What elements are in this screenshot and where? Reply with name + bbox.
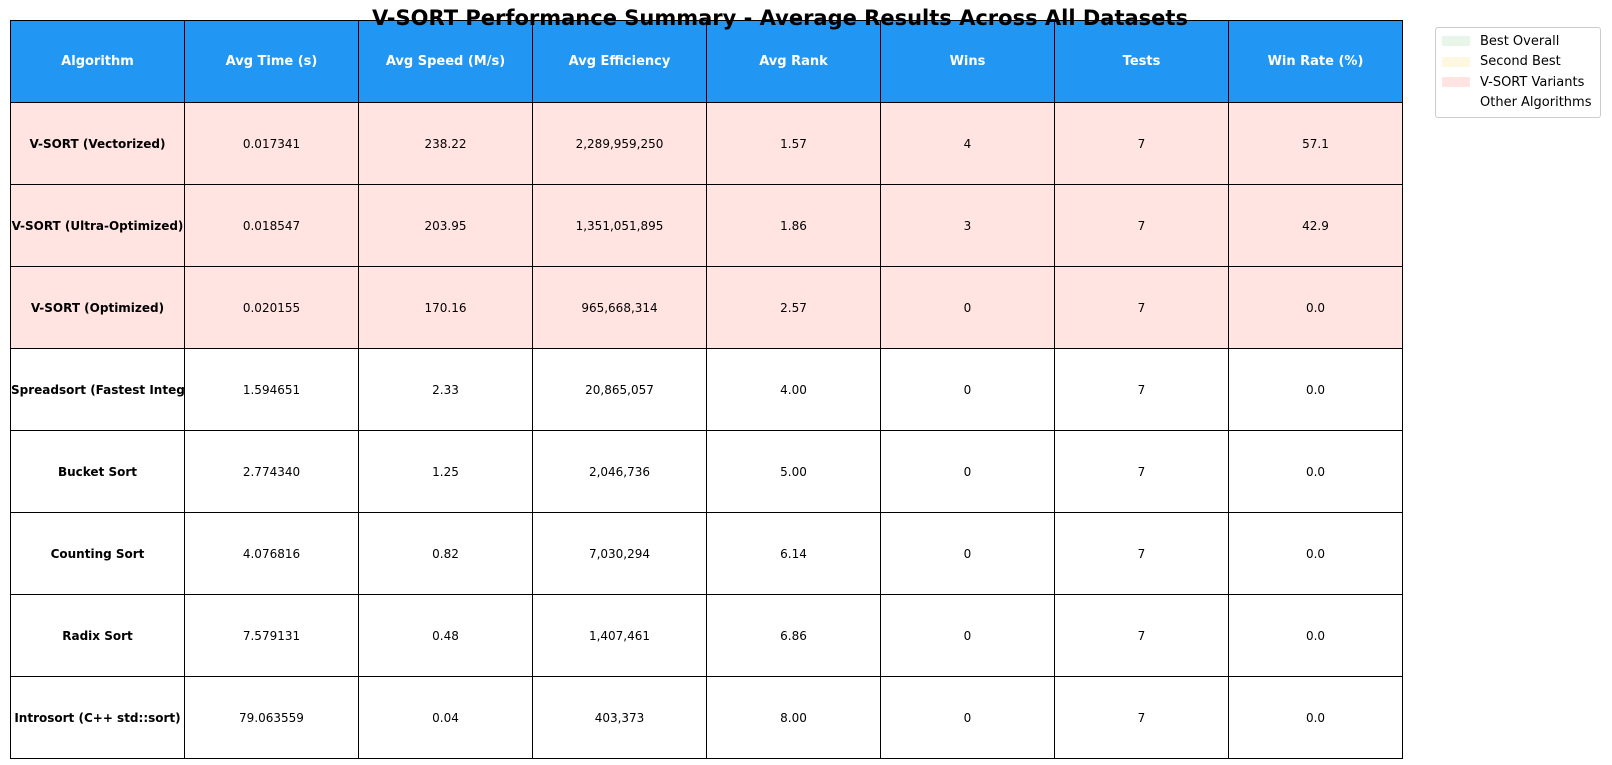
table-cell: 4: [880, 102, 1055, 185]
table-cell: 0.48: [358, 594, 533, 677]
table-cell: 2.33: [358, 348, 533, 431]
table-row: Spreadsort (Fastest Intege 1.594651 2.33 20…: [10, 348, 1403, 431]
table-row: Counting Sort 4.076816 0.82 7,030,294 6.14 0 7…: [10, 512, 1403, 595]
legend-label: V-SORT Variants: [1480, 74, 1585, 90]
legend: Best Overall Second Best V-SORT Variants Ot…: [1435, 27, 1601, 118]
chart-title: V-SORT Performance Summary - Average Res…: [372, 6, 1188, 30]
table-cell: 4.00: [706, 348, 881, 431]
table-cell: 79.063559: [184, 676, 359, 759]
table-cell: 203.95: [358, 184, 533, 267]
algorithm-name-cell: Bucket Sort: [10, 430, 185, 513]
algorithm-name-cell: V-SORT (Ultra-Optimized): [10, 184, 185, 267]
legend-swatch: [1442, 97, 1470, 108]
table-cell: 7: [1054, 676, 1229, 759]
table-cell: 0.0: [1228, 676, 1403, 759]
legend-swatch: [1442, 77, 1470, 88]
table-cell: 20,865,057: [532, 348, 707, 431]
table-cell: 1.25: [358, 430, 533, 513]
table-row: Bucket Sort 2.774340 1.25 2,046,736 5.00 0 7 0.…: [10, 430, 1403, 513]
column-header: Algorithm: [10, 20, 185, 103]
table-cell: 7: [1054, 102, 1229, 185]
table-cell: 0.0: [1228, 348, 1403, 431]
table-row: V-SORT (Ultra-Optimized) 0.018547 203.95 1,…: [10, 184, 1403, 267]
table-cell: 4.076816: [184, 512, 359, 595]
table-cell: 0.017341: [184, 102, 359, 185]
table-cell: 1.86: [706, 184, 881, 267]
table-cell: 0.0: [1228, 266, 1403, 349]
legend-item: V-SORT Variants: [1436, 72, 1600, 93]
table-cell: 2,289,959,250: [532, 102, 707, 185]
table-row: V-SORT (Optimized) 0.020155 170.16 965,668,…: [10, 266, 1403, 349]
table-cell: 7: [1054, 594, 1229, 677]
table-cell: 7: [1054, 430, 1229, 513]
table-cell: 238.22: [358, 102, 533, 185]
table-cell: 0.0: [1228, 594, 1403, 677]
table-cell: 0.04: [358, 676, 533, 759]
table-cell: 6.14: [706, 512, 881, 595]
legend-label: Second Best: [1480, 54, 1561, 70]
table-cell: 1,351,051,895: [532, 184, 707, 267]
algorithm-name-cell: V-SORT (Optimized): [10, 266, 185, 349]
table-cell: 0: [880, 512, 1055, 595]
table-cell: 0: [880, 266, 1055, 349]
table-header-row: Algorithm Avg Time (s) Avg Speed (M/s) Avg …: [10, 20, 1403, 103]
table-cell: 2.774340: [184, 430, 359, 513]
table-cell: 7: [1054, 512, 1229, 595]
table-row: Introsort (C++ std::sort) 79.063559 0.04 40…: [10, 676, 1403, 759]
table-cell: 2,046,736: [532, 430, 707, 513]
legend-item: Best Overall: [1436, 31, 1600, 52]
table-cell: 0.82: [358, 512, 533, 595]
column-header: Avg Rank: [706, 20, 881, 103]
table-cell: 0.020155: [184, 266, 359, 349]
legend-swatch: [1442, 56, 1470, 67]
table-cell: 0.0: [1228, 430, 1403, 513]
table-cell: 5.00: [706, 430, 881, 513]
column-header: Tests: [1054, 20, 1229, 103]
table-cell: 0.018547: [184, 184, 359, 267]
table-cell: 7: [1054, 266, 1229, 349]
legend-item: Other Algorithms: [1436, 93, 1600, 114]
column-header: Avg Efficiency: [532, 20, 707, 103]
column-header: Win Rate (%): [1228, 20, 1403, 103]
algorithm-name-cell: Radix Sort: [10, 594, 185, 677]
table-cell: 7: [1054, 348, 1229, 431]
legend-label: Other Algorithms: [1480, 95, 1592, 111]
table-cell: 1.57: [706, 102, 881, 185]
table-cell: 7.579131: [184, 594, 359, 677]
table-cell: 0: [880, 348, 1055, 431]
legend-item: Second Best: [1436, 52, 1600, 73]
table-body: V-SORT (Vectorized) 0.017341 238.22 2,289,9…: [10, 102, 1403, 759]
algorithm-name-cell: Spreadsort (Fastest Intege: [10, 348, 185, 431]
table-cell: 0.0: [1228, 512, 1403, 595]
table-cell: 7,030,294: [532, 512, 707, 595]
table-cell: 0: [880, 430, 1055, 513]
column-header: Avg Time (s): [184, 20, 359, 103]
table-cell: 965,668,314: [532, 266, 707, 349]
algorithm-name-cell: Introsort (C++ std::sort): [10, 676, 185, 759]
table-row: Radix Sort 7.579131 0.48 1,407,461 6.86 0 7 0.0: [10, 594, 1403, 677]
table-cell: 42.9: [1228, 184, 1403, 267]
table-cell: 0: [880, 676, 1055, 759]
table-cell: 57.1: [1228, 102, 1403, 185]
legend-label: Best Overall: [1480, 33, 1560, 49]
algorithm-name-cell: Counting Sort: [10, 512, 185, 595]
table-cell: 8.00: [706, 676, 881, 759]
table-cell: 1.594651: [184, 348, 359, 431]
table-cell: 6.86: [706, 594, 881, 677]
table-row: V-SORT (Vectorized) 0.017341 238.22 2,289,9…: [10, 102, 1403, 185]
column-header: Avg Speed (M/s): [358, 20, 533, 103]
table-cell: 1,407,461: [532, 594, 707, 677]
table-cell: 7: [1054, 184, 1229, 267]
column-header: Wins: [880, 20, 1055, 103]
legend-swatch: [1442, 36, 1470, 47]
results-table: Algorithm Avg Time (s) Avg Speed (M/s) Avg …: [10, 20, 1403, 759]
table-cell: 3: [880, 184, 1055, 267]
table-cell: 2.57: [706, 266, 881, 349]
algorithm-name-cell: V-SORT (Vectorized): [10, 102, 185, 185]
table-cell: 170.16: [358, 266, 533, 349]
table-cell: 403,373: [532, 676, 707, 759]
table-cell: 0: [880, 594, 1055, 677]
